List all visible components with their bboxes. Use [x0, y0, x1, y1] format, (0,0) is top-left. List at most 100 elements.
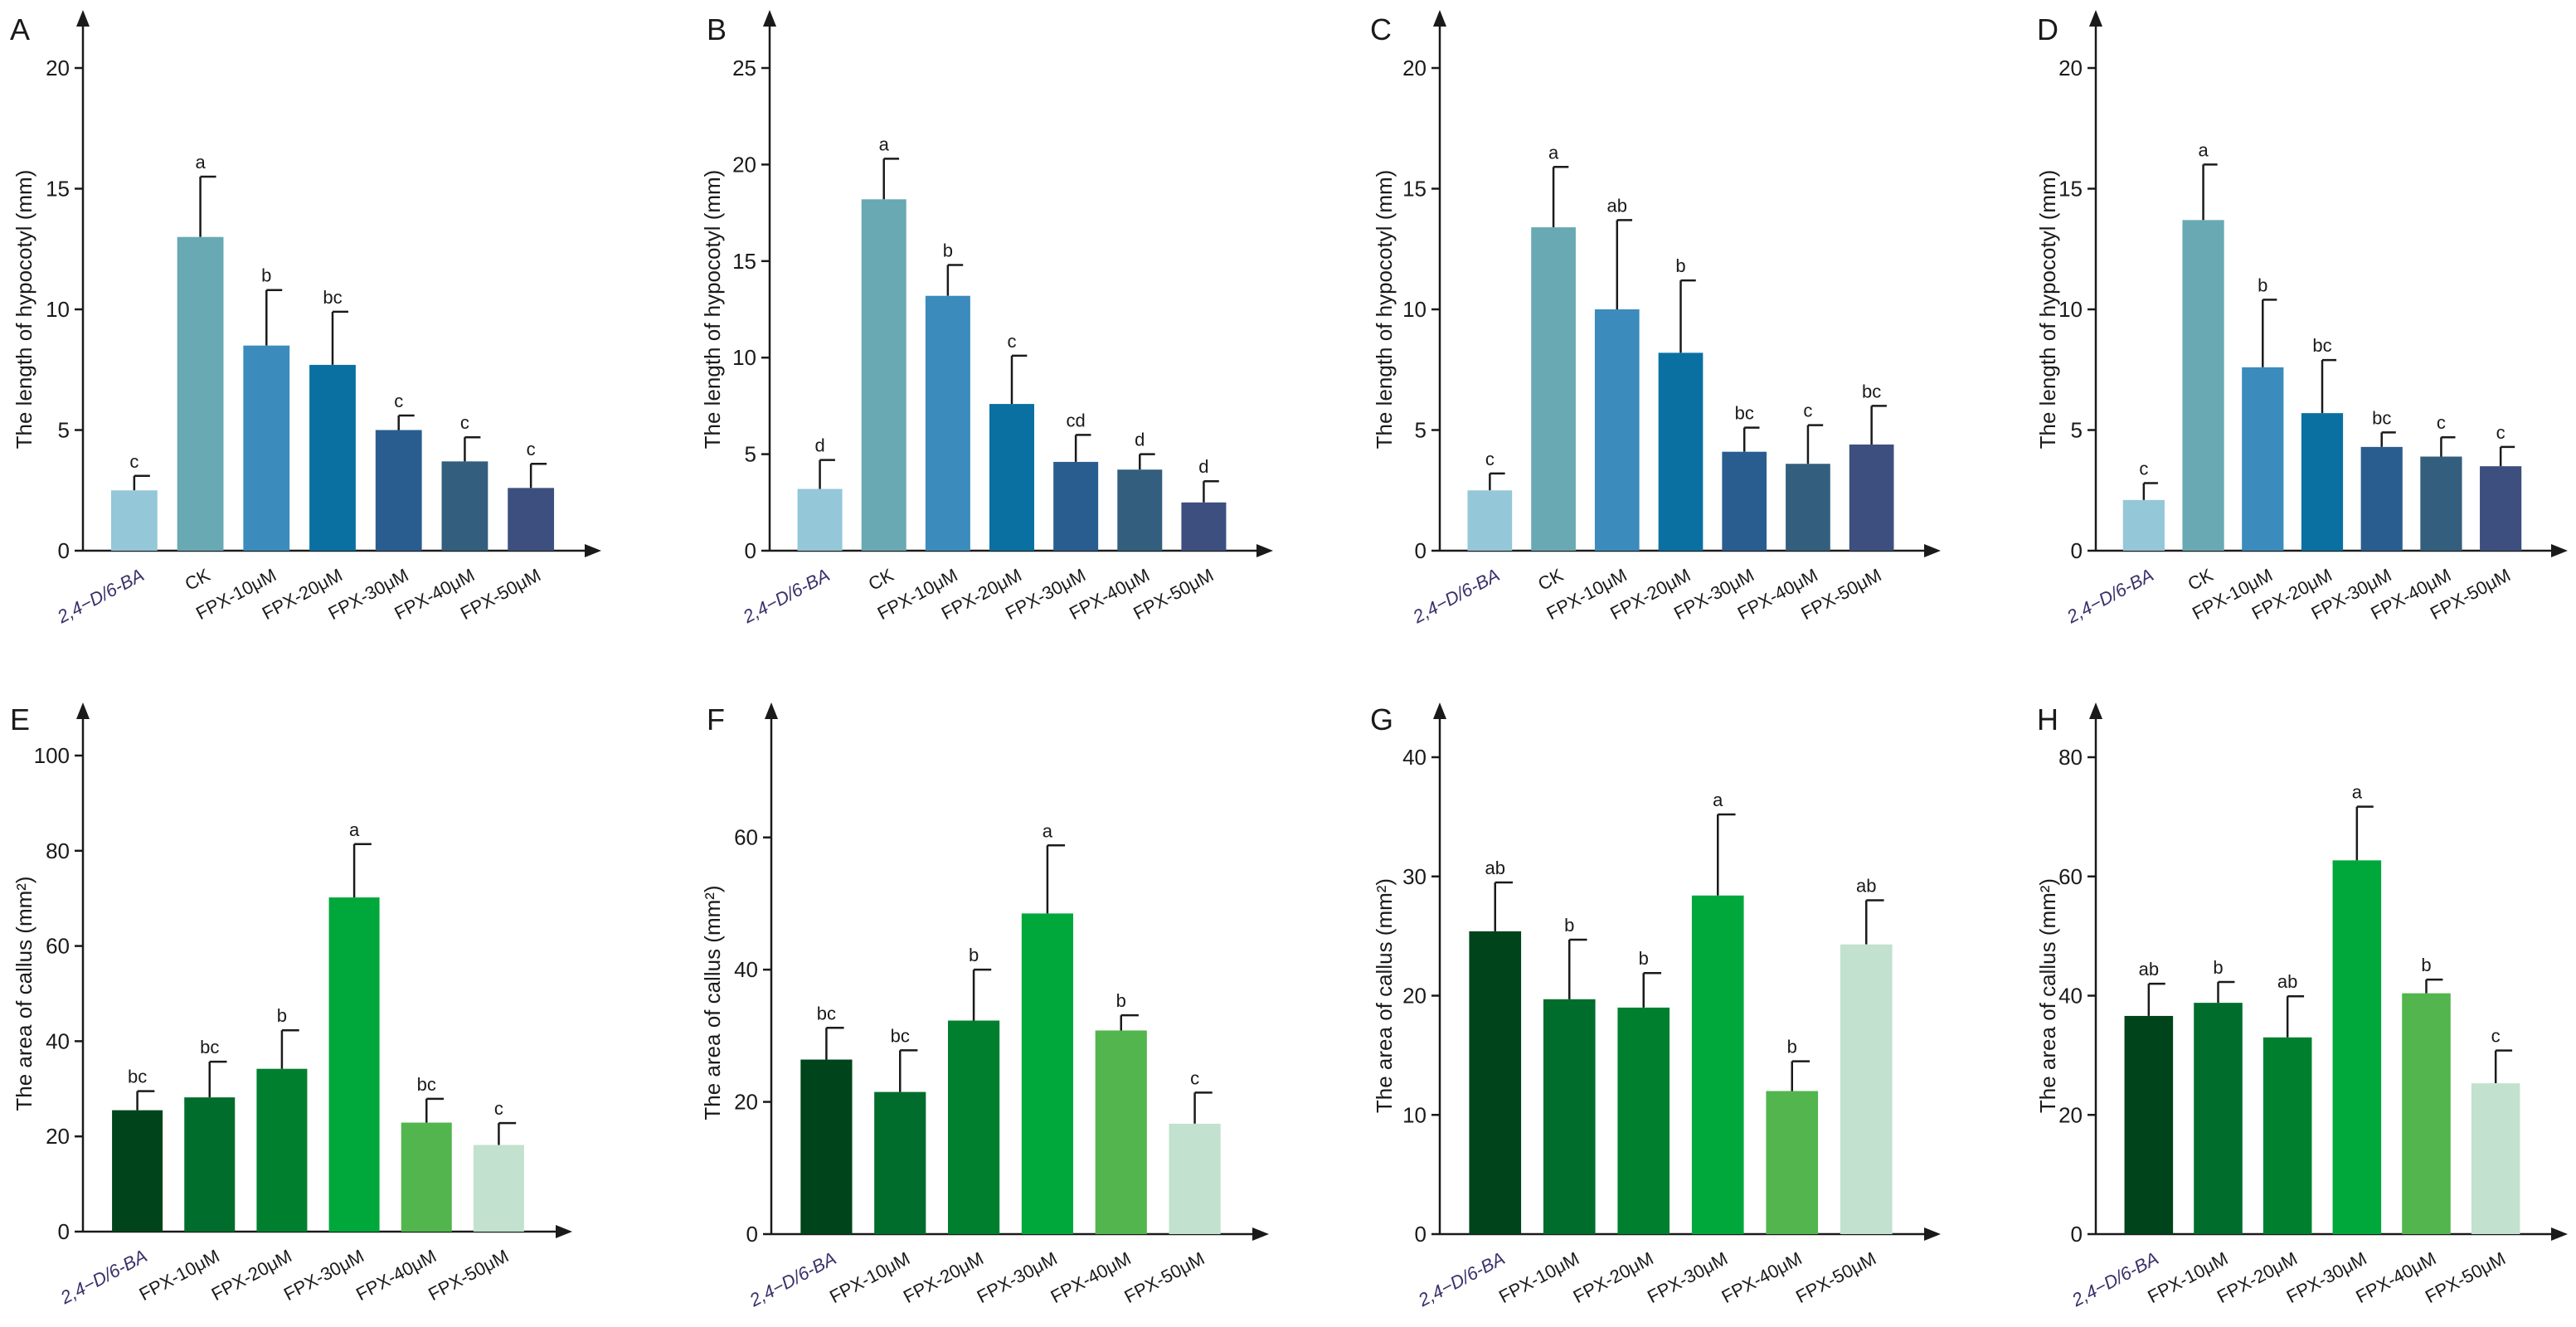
y-tick-label: 20	[46, 56, 70, 80]
bar	[2480, 466, 2522, 551]
y-tick-label: 20	[734, 1090, 758, 1115]
bar	[1594, 309, 1640, 551]
x-axis-arrow-icon	[556, 1225, 572, 1238]
significance-label: bc	[2312, 335, 2331, 356]
y-axis-label: The area of callus (mm²)	[12, 876, 36, 1111]
y-tick-label: 5	[58, 418, 70, 443]
bar	[2402, 993, 2451, 1234]
y-tick-label: 20	[2058, 56, 2083, 80]
bar	[1469, 931, 1522, 1234]
y-axis-arrow-icon	[765, 702, 778, 719]
significance-label: d	[1135, 430, 1145, 450]
y-tick-label: 40	[1402, 745, 1427, 770]
y-tick-label: 5	[745, 442, 756, 467]
y-tick-label: 20	[1402, 984, 1427, 1009]
x-tick-label: CK	[865, 564, 897, 595]
significance-label: b	[277, 1005, 287, 1026]
significance-label: ab	[2139, 959, 2159, 979]
bar	[1169, 1123, 1221, 1234]
bar	[2301, 413, 2344, 551]
bar	[861, 199, 906, 551]
bar	[184, 1097, 236, 1232]
y-tick-label: 80	[46, 838, 70, 863]
x-tick-label: FPX-10μM	[136, 1245, 223, 1305]
y-axis-arrow-icon	[1433, 10, 1446, 27]
x-tick-label: FPX-40μM	[1047, 1247, 1135, 1307]
x-tick-label: FPX-10μM	[826, 1247, 913, 1307]
x-tick-label: CK	[182, 564, 214, 595]
significance-label: bc	[2372, 407, 2391, 428]
chart-panel-d: D 0 5 10 15 20 The length of hypocotyl (mm) c 2,…	[2035, 10, 2568, 628]
significance-label: a	[1043, 820, 1053, 841]
bar	[800, 1059, 853, 1234]
significance-label: bc	[891, 1025, 910, 1046]
x-tick-label: 2,4−D/6-BA	[2063, 564, 2157, 627]
significance-label: bc	[200, 1037, 219, 1057]
x-axis-arrow-icon	[1256, 544, 1273, 557]
y-tick-label: 10	[1402, 297, 1427, 322]
x-axis-arrow-icon	[1924, 1227, 1941, 1241]
significance-label: d	[814, 435, 824, 456]
significance-label: c	[394, 391, 403, 411]
bar	[1117, 469, 1163, 551]
significance-label: bc	[817, 1003, 836, 1023]
bar	[2124, 1015, 2174, 1234]
y-tick-label: 20	[732, 152, 756, 177]
x-tick-label: FPX-40μM	[1718, 1247, 1806, 1307]
significance-label: b	[969, 945, 979, 965]
bar	[1766, 1091, 1819, 1234]
significance-label: ab	[1607, 195, 1627, 216]
bar	[1467, 490, 1513, 551]
y-axis-arrow-icon	[763, 10, 776, 27]
significance-label: ab	[1856, 876, 1876, 897]
chart-panel-c: C 0 5 10 15 20 The length of hypocotyl (mm) c 2,…	[1370, 10, 1941, 628]
x-tick-label: 2,4−D/6-BA	[56, 1245, 151, 1308]
y-tick-label: 15	[46, 177, 70, 202]
panel-letter: B	[707, 12, 727, 46]
significance-label: c	[2437, 412, 2446, 433]
y-tick-label: 10	[1402, 1102, 1427, 1127]
bar	[2420, 456, 2462, 551]
bar	[328, 897, 380, 1232]
significance-label: a	[1713, 790, 1723, 810]
x-tick-label: FPX-20μM	[900, 1247, 987, 1307]
bar	[1840, 944, 1893, 1234]
bar	[1849, 444, 1894, 551]
x-tick-label: FPX-20μM	[208, 1245, 295, 1305]
y-tick-label: 40	[46, 1028, 70, 1053]
x-axis-arrow-icon	[585, 544, 601, 557]
y-tick-label: 60	[2058, 864, 2083, 889]
y-tick-label: 10	[2058, 297, 2083, 322]
x-tick-label: CK	[1534, 564, 1567, 595]
x-tick-label: FPX-10μM	[1495, 1247, 1582, 1307]
bar	[2194, 1003, 2243, 1234]
y-axis-label: The length of hypocotyl (mm)	[700, 170, 725, 450]
significance-label: c	[1008, 331, 1017, 352]
panel-letter: G	[1370, 702, 1393, 736]
y-tick-label: 40	[734, 957, 758, 982]
chart-panel-b: B 0 5 10 15 20 25 The length of hypocotyl (mm) d…	[700, 10, 1273, 628]
bar	[2122, 499, 2165, 551]
y-axis-arrow-icon	[2089, 10, 2102, 27]
bar	[797, 489, 843, 551]
bar	[375, 430, 422, 551]
x-tick-label: 2,4−D/6-BA	[746, 1247, 840, 1310]
significance-label: b	[1116, 990, 1126, 1011]
x-tick-label: FPX-30μM	[1644, 1247, 1731, 1307]
bar	[1658, 352, 1704, 551]
significance-label: a	[349, 819, 360, 840]
significance-label: b	[1564, 915, 1574, 936]
y-axis-label: The length of hypocotyl (mm)	[1372, 170, 1397, 450]
bar	[2182, 220, 2224, 551]
y-tick-label: 60	[46, 934, 70, 959]
y-tick-label: 60	[734, 825, 758, 850]
y-tick-label: 0	[58, 1219, 70, 1244]
bar	[1543, 999, 1596, 1234]
significance-label: a	[195, 152, 206, 173]
panel-letter: E	[10, 702, 30, 736]
y-tick-label: 25	[732, 56, 756, 80]
bar	[401, 1122, 452, 1232]
panel-letter: A	[10, 12, 30, 46]
